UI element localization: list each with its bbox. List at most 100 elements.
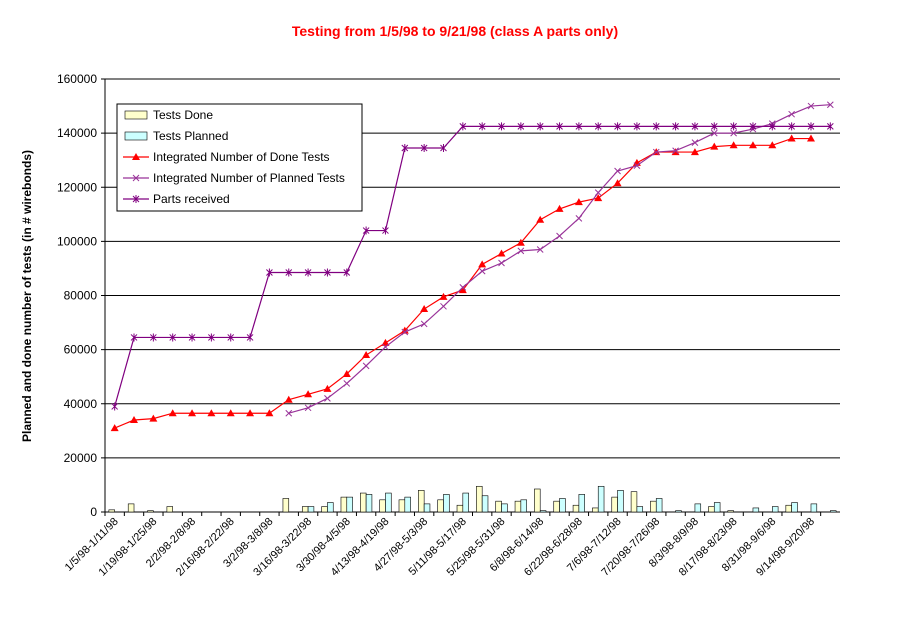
marker — [594, 194, 603, 202]
bar — [418, 490, 425, 513]
bar — [514, 500, 522, 513]
marker — [362, 351, 371, 359]
bar — [559, 498, 566, 513]
marker — [749, 122, 757, 131]
bar — [578, 494, 585, 513]
marker — [265, 409, 274, 417]
bar — [340, 496, 348, 513]
marker — [150, 333, 157, 342]
marker — [517, 247, 525, 255]
marker — [285, 268, 293, 277]
bar — [423, 503, 431, 513]
marker — [227, 333, 235, 342]
marker — [807, 102, 815, 110]
marker — [401, 144, 409, 153]
marker — [826, 122, 834, 131]
bar — [752, 507, 760, 513]
marker — [362, 362, 370, 370]
bar — [655, 498, 663, 513]
bar — [147, 510, 154, 513]
marker — [478, 267, 486, 275]
marker — [517, 122, 525, 131]
bar — [534, 488, 541, 513]
marker — [536, 122, 544, 131]
marker — [207, 409, 216, 417]
bar — [327, 502, 334, 513]
marker — [691, 139, 699, 146]
bar — [675, 510, 682, 513]
bar — [166, 506, 173, 513]
marker — [633, 162, 641, 169]
marker — [807, 122, 815, 131]
marker — [710, 129, 718, 137]
chart-title: Testing from 1/5/98 to 9/21/98 (class A … — [292, 23, 618, 39]
marker — [768, 141, 777, 149]
marker — [575, 215, 583, 222]
marker — [459, 284, 467, 291]
marker — [691, 122, 699, 131]
marker — [168, 409, 177, 417]
y-tick-label: 140000 — [57, 126, 97, 140]
marker — [226, 409, 235, 417]
marker — [304, 268, 312, 277]
marker — [169, 333, 177, 342]
marker — [362, 226, 370, 235]
marker — [284, 395, 293, 403]
marker — [748, 141, 757, 149]
marker — [149, 414, 158, 422]
line — [288, 104, 831, 414]
marker — [826, 101, 834, 109]
marker — [381, 338, 390, 346]
bar — [321, 506, 328, 513]
marker — [246, 333, 254, 342]
marker — [672, 147, 679, 155]
marker — [343, 268, 351, 277]
marker — [420, 305, 429, 313]
bar — [592, 507, 599, 513]
legend-label: Tests Planned — [153, 129, 228, 143]
bar — [385, 492, 392, 513]
bar — [443, 494, 450, 513]
line — [114, 125, 831, 407]
bar — [810, 503, 818, 513]
marker — [575, 122, 583, 131]
marker — [672, 122, 679, 131]
marker — [440, 302, 447, 310]
marker — [304, 390, 313, 398]
bar — [481, 495, 489, 513]
legend-box — [116, 103, 363, 212]
marker — [111, 402, 119, 411]
marker — [266, 268, 273, 277]
legend: Tests Done Tests Planned Integrated Number… — [116, 103, 363, 212]
marker — [459, 122, 467, 131]
bar — [282, 498, 290, 513]
marker — [594, 189, 602, 197]
marker — [652, 122, 660, 131]
marker — [188, 333, 196, 342]
legend-swatch — [124, 110, 148, 120]
bar — [307, 506, 315, 513]
marker — [614, 122, 621, 131]
marker — [401, 328, 409, 336]
marker — [555, 204, 564, 212]
bar — [520, 499, 527, 513]
marker — [132, 153, 140, 160]
marker — [536, 246, 544, 253]
y-tick-label: 60000 — [64, 343, 98, 357]
marker — [613, 179, 622, 187]
marker — [710, 122, 718, 131]
marker — [497, 249, 506, 257]
marker — [788, 110, 795, 118]
bar — [597, 485, 605, 513]
bar — [127, 503, 135, 513]
marker — [730, 122, 737, 131]
marker — [498, 259, 505, 267]
marker — [130, 333, 138, 342]
legend-label: Integrated Number of Done Tests — [153, 150, 330, 164]
marker — [633, 122, 641, 131]
marker — [132, 195, 140, 203]
marker — [285, 409, 293, 417]
bar — [785, 504, 792, 513]
marker — [246, 409, 255, 417]
